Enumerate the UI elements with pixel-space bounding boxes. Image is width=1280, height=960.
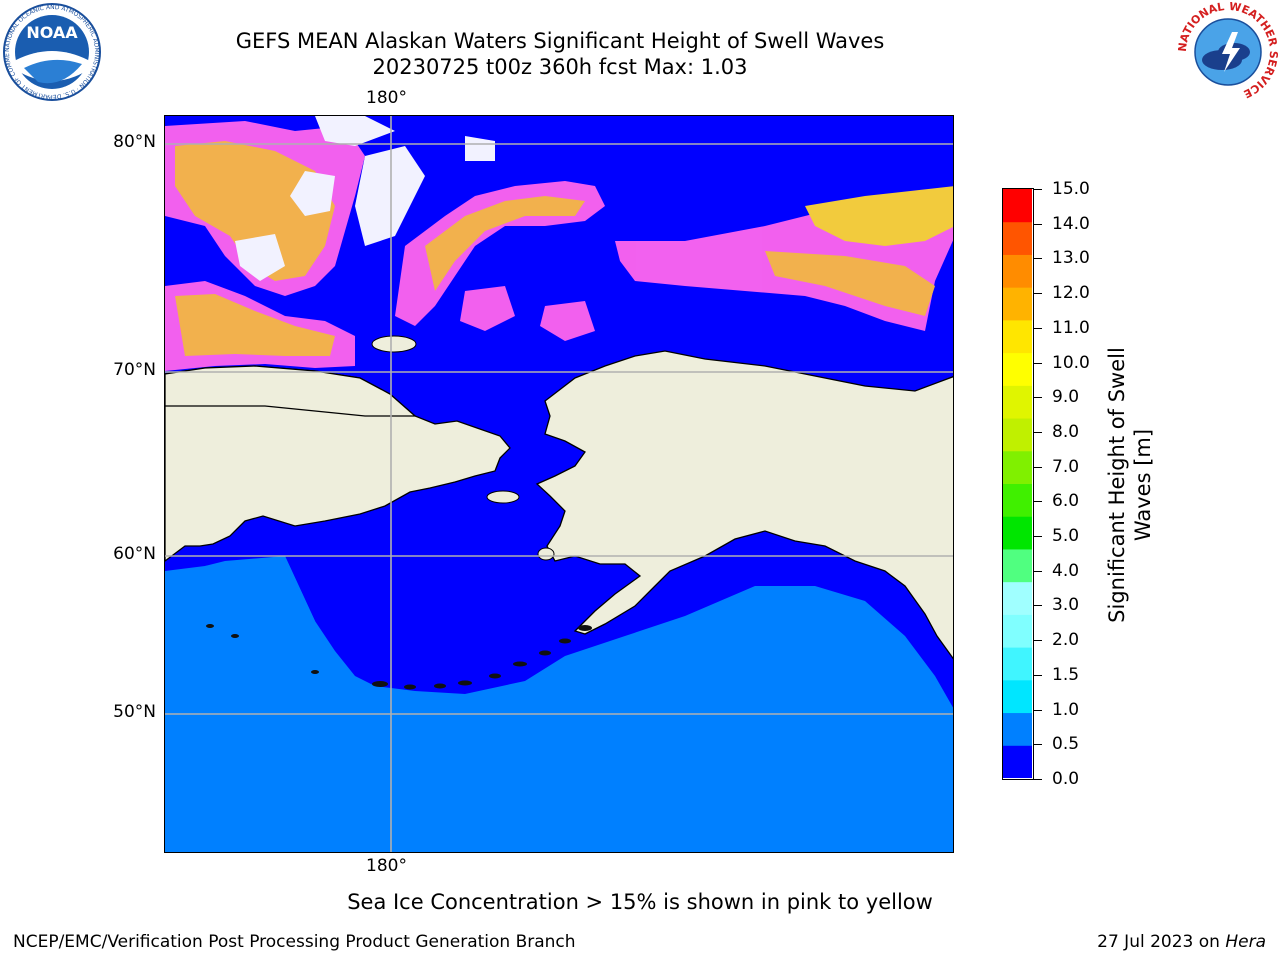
colorbar-tick-mark: [1034, 605, 1042, 607]
colorbar-tick-label: 10.0: [1052, 352, 1090, 373]
colorbar-tick-mark: [1034, 466, 1042, 468]
ocean-patch: [260, 586, 290, 616]
graticule: [165, 116, 953, 852]
colorbar-tick-mark: [1034, 189, 1042, 190]
lat-label-60n: 60°N: [113, 544, 156, 564]
colorbar-tick-mark: [1034, 501, 1042, 503]
colorbar-swatch: [1003, 614, 1032, 648]
footer-credit: NCEP/EMC/Verification Post Processing Pr…: [13, 932, 576, 952]
colorbar-tick-label: 7.0: [1052, 456, 1080, 477]
lon-label-top: 180°: [366, 88, 407, 108]
colorbar-tick-label: 1.5: [1052, 664, 1080, 685]
colorbar-swatch: [1003, 712, 1032, 746]
colorbar-swatch: [1003, 647, 1032, 681]
nws-logo-icon: NATIONAL WEATHER SERVICE: [1178, 2, 1278, 100]
colorbar-swatch: [1003, 287, 1032, 321]
colorbar-tick-mark: [1034, 744, 1042, 746]
colorbar-swatch: [1003, 352, 1032, 386]
colorbar-tick-label: 4.0: [1052, 560, 1080, 581]
colorbar-tick-label: 15.0: [1052, 179, 1090, 199]
colorbar-tick-label: 5.0: [1052, 526, 1080, 547]
land-island: [537, 547, 555, 561]
sea-ice: [165, 116, 953, 371]
colorbar-title: Significant Height of Swell Waves [m]: [1105, 347, 1155, 623]
colorbar-tick-mark: [1034, 779, 1042, 780]
footer-host: Hera: [1225, 932, 1266, 952]
colorbar-swatch: [1003, 516, 1032, 550]
colorbar-tick-label: 6.0: [1052, 491, 1080, 512]
lat-label-50n: 50°N: [113, 702, 156, 722]
colorbar-tick-mark: [1034, 709, 1042, 711]
footer-date-text: 27 Jul 2023 on: [1097, 932, 1226, 952]
colorbar-swatch: [1003, 745, 1032, 779]
chart-title-line2: 20230725 t00z 360h fcst Max: 1.03: [372, 55, 748, 79]
colorbar-swatches: [1003, 189, 1032, 779]
lon-label-bottom: 180°: [366, 856, 407, 876]
colorbar-tick-mark: [1034, 431, 1042, 433]
map-canvas: [165, 116, 953, 852]
colorbar-tick-label: 11.0: [1052, 317, 1090, 338]
land-island: [371, 335, 417, 353]
colorbar-tick-label: 12.0: [1052, 283, 1090, 304]
colorbar-tick-label: 9.0: [1052, 387, 1080, 408]
colorbar-swatch: [1003, 483, 1032, 517]
colorbar-swatch: [1003, 581, 1032, 615]
colorbar-swatch: [1003, 385, 1032, 419]
noaa-logo-text: NOAA: [26, 23, 78, 42]
colorbar-tick-mark: [1034, 258, 1042, 260]
map-panel: [164, 115, 954, 853]
colorbar-swatch: [1003, 450, 1032, 484]
noaa-logo-icon: NOAA NATIONAL OCEANIC AND ATMOSPHERIC AD…: [2, 2, 101, 101]
colorbar-swatch: [1003, 418, 1032, 452]
land-alaska: [535, 350, 953, 660]
lat-label-70n: 70°N: [113, 360, 156, 380]
aleutian-islands: [206, 624, 592, 690]
colorbar-tick-mark: [1034, 293, 1042, 295]
colorbar-tick-mark: [1034, 536, 1042, 538]
colorbar-tick-mark: [1034, 674, 1042, 676]
colorbar-swatch: [1003, 679, 1032, 714]
colorbar-tick-label: 14.0: [1052, 213, 1090, 234]
colorbar-tick-mark: [1034, 223, 1042, 225]
colorbar-tick-label: 3.0: [1052, 595, 1080, 616]
land-siberia-north: [165, 365, 417, 417]
colorbar-tick-mark: [1034, 362, 1042, 364]
colorbar-tick-label: 0.5: [1052, 734, 1080, 755]
colorbar-tick-label: 1.0: [1052, 699, 1080, 720]
sea-ice-note: Sea Ice Concentration > 15% is shown in …: [347, 890, 933, 914]
land-island: [486, 490, 520, 504]
colorbar-tick-label: 2.0: [1052, 630, 1080, 651]
lat-label-80n: 80°N: [113, 132, 156, 152]
colorbar-swatch: [1003, 189, 1032, 223]
colorbar-tick-mark: [1034, 570, 1042, 572]
colorbar-tick-label: 0.0: [1052, 769, 1080, 789]
colorbar-tick-label: 8.0: [1052, 421, 1080, 442]
colorbar-swatch: [1003, 548, 1032, 583]
colorbar-swatch: [1003, 221, 1032, 255]
chart-title-line1: GEFS MEAN Alaskan Waters Significant Hei…: [235, 29, 885, 53]
ocean-patch: [205, 556, 315, 636]
colorbar-tick-mark: [1034, 397, 1042, 399]
colorbar-swatch: [1003, 319, 1032, 354]
colorbar-swatch: [1003, 254, 1032, 288]
colorbar-tick-mark: [1034, 640, 1042, 642]
colorbar: [1002, 188, 1034, 780]
colorbar-tick-mark: [1034, 327, 1042, 329]
colorbar-tick-label: 13.0: [1052, 248, 1090, 269]
footer-date: 27 Jul 2023 on Hera: [1097, 932, 1266, 952]
